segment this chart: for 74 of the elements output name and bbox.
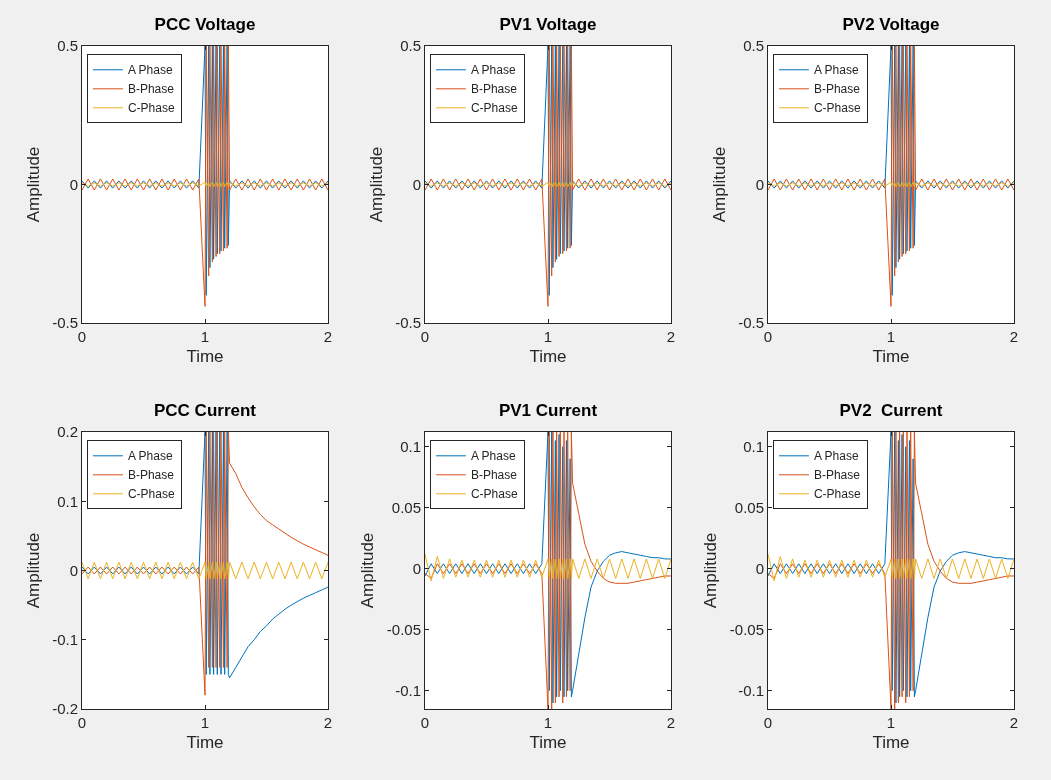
legend-label: B-Phase (813, 468, 861, 483)
legend-label: A Phase (127, 449, 173, 464)
x-tick-label: 2 (666, 328, 676, 345)
legend-label: C-Phase (470, 487, 518, 502)
y-axis-title: Amplitude (23, 532, 43, 609)
y-tick-label: -0.05 (729, 620, 764, 638)
x-tick-label: 2 (1009, 328, 1019, 345)
legend-label: A Phase (470, 63, 516, 78)
x-axis-title: Time (529, 347, 567, 367)
y-axis-title: Amplitude (366, 146, 386, 223)
x-axis-title: Time (872, 347, 910, 367)
legend-label: B-Phase (470, 82, 518, 97)
chart-title: PV2 Voltage (842, 14, 940, 34)
y-tick-label: -0.2 (52, 700, 78, 718)
legend-label: A Phase (470, 449, 516, 464)
chart-title: PV2 Current (839, 400, 943, 420)
legend-label: B-Phase (127, 468, 175, 483)
x-axis-title: Time (186, 733, 224, 753)
legend-label: C-Phase (813, 487, 861, 502)
legend-label: C-Phase (813, 101, 861, 116)
line-series (768, 553, 1014, 582)
legend-label: A Phase (813, 63, 859, 78)
chart-title: PCC Voltage (154, 14, 256, 34)
legend-label: A Phase (813, 449, 859, 464)
legend-label: C-Phase (127, 487, 175, 502)
y-tick-label: 0.05 (734, 498, 764, 516)
y-axis-title: Amplitude (23, 146, 43, 223)
y-tick-label: 0.1 (57, 492, 78, 510)
chart-title: PV1 Current (498, 400, 598, 420)
legend-label: C-Phase (470, 101, 518, 116)
y-tick-label: -0.5 (395, 314, 421, 332)
x-tick-label: 1 (886, 328, 896, 345)
legend-label: B-Phase (127, 82, 175, 97)
x-tick-label: 1 (543, 328, 553, 345)
chart-title: PV1 Voltage (499, 14, 597, 34)
x-tick-label: 1 (886, 714, 896, 731)
y-axis-title: Amplitude (358, 532, 378, 609)
chart-title: PCC Current (153, 400, 257, 420)
legend-label: B-Phase (813, 82, 861, 97)
y-tick-label: -0.05 (386, 620, 421, 638)
x-tick-label: 2 (323, 328, 333, 345)
x-tick-label: 2 (666, 714, 676, 731)
y-tick-label: 0.5 (400, 37, 421, 55)
x-tick-label: 2 (323, 714, 333, 731)
y-tick-label: -0.5 (52, 314, 78, 332)
y-tick-label: 0 (755, 175, 764, 193)
y-tick-label: 0 (69, 561, 78, 579)
y-tick-label: 0 (412, 559, 421, 577)
y-tick-label: 0.05 (391, 498, 421, 516)
y-tick-label: 0.5 (57, 37, 78, 55)
y-tick-label: 0.1 (400, 437, 421, 455)
y-tick-label: -0.5 (738, 314, 764, 332)
y-tick-label: 0.5 (743, 37, 764, 55)
line-series (425, 553, 671, 582)
x-axis-title: Time (529, 733, 567, 753)
x-tick-label: 2 (1009, 714, 1019, 731)
x-tick-label: 1 (200, 328, 210, 345)
y-tick-label: 0 (69, 175, 78, 193)
y-tick-label: 0 (412, 175, 421, 193)
y-tick-label: 0.1 (743, 437, 764, 455)
legend-label: A Phase (127, 63, 173, 78)
x-tick-label: 1 (200, 714, 210, 731)
x-tick-label: 1 (543, 714, 553, 731)
y-tick-label: -0.1 (52, 631, 78, 648)
legend-label: B-Phase (470, 468, 518, 483)
y-tick-label: 0 (755, 559, 764, 577)
y-tick-label: 0.2 (57, 423, 78, 441)
legend-label: C-Phase (127, 101, 175, 116)
y-tick-label: -0.1 (395, 681, 421, 699)
x-axis-title: Time (872, 733, 910, 753)
x-axis-title: Time (186, 347, 224, 367)
y-tick-label: -0.1 (738, 681, 764, 699)
y-axis-title: Amplitude (709, 146, 729, 223)
y-axis-title: Amplitude (701, 532, 721, 609)
